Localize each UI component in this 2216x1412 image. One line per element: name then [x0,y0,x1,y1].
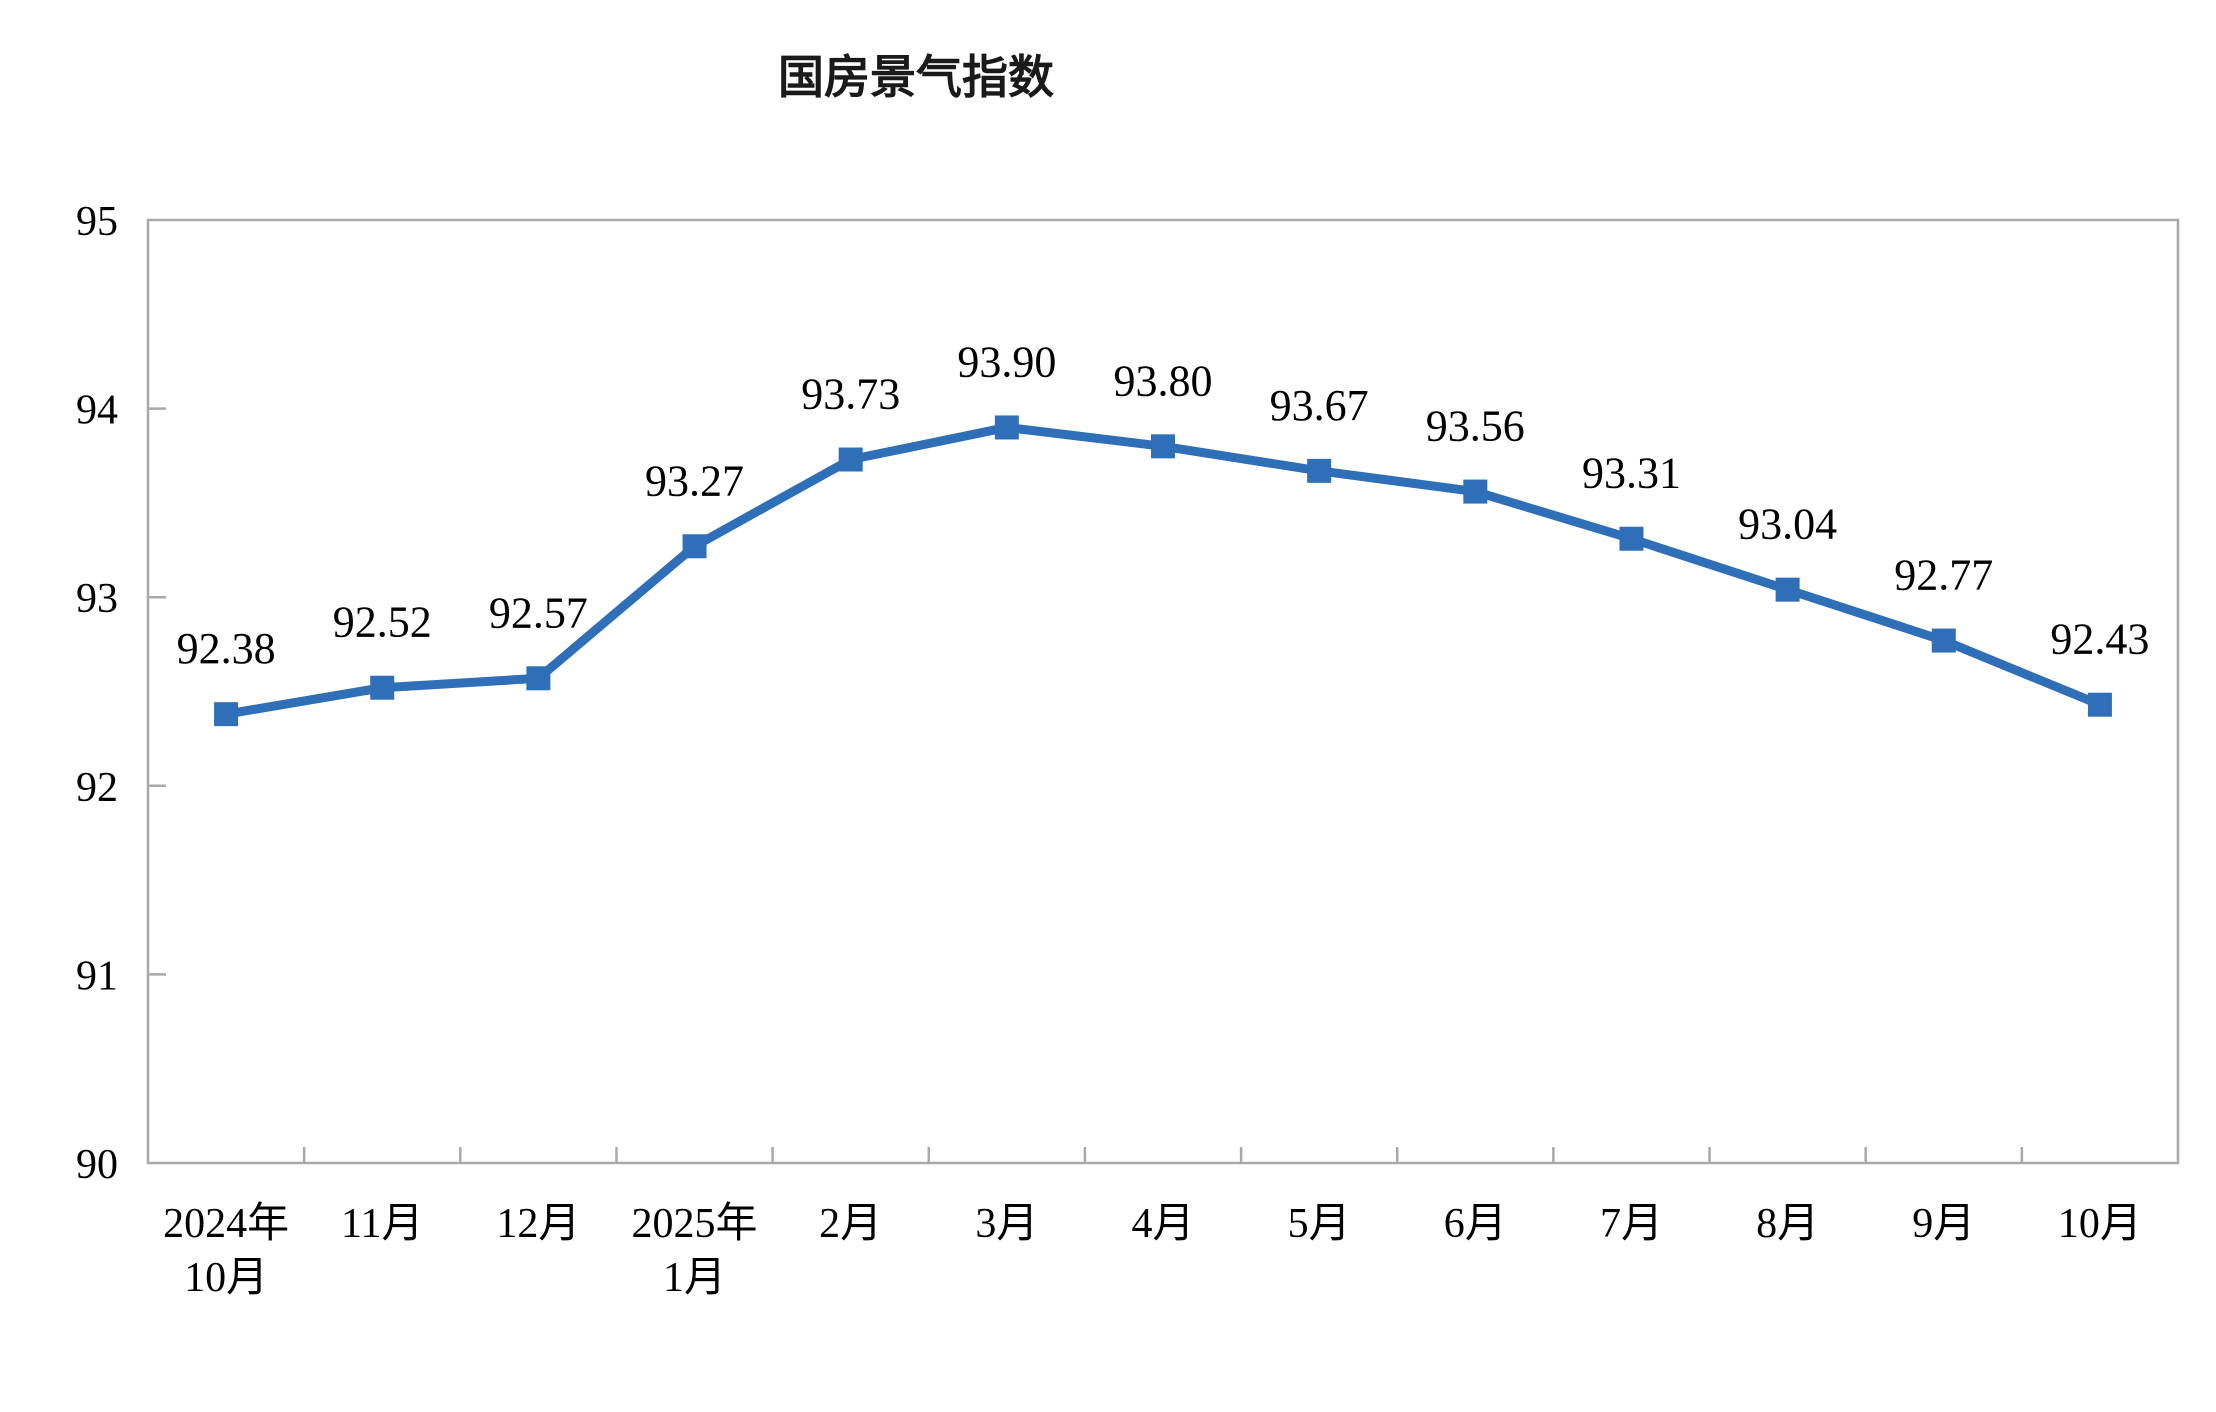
data-label: 93.67 [1270,381,1369,430]
data-label: 92.57 [489,588,588,637]
y-axis-label: 91 [76,953,118,999]
series-line [221,422,2105,719]
x-axis-label: 11月 [341,1201,423,1247]
data-point-marker [682,534,707,559]
data-label: 93.31 [1582,449,1681,498]
data-label: 92.77 [1894,551,1993,600]
data-label: 93.73 [801,370,900,419]
data-point-marker [1307,458,1332,483]
y-axis-label: 90 [76,1142,118,1188]
data-label: 93.27 [645,456,744,505]
data-point-marker [1151,434,1175,459]
x-axis-label: 10月 [2058,1201,2142,1247]
x-axis-label: 2025年 1月 [632,1200,758,1301]
data-point-marker [1931,628,1956,653]
data-point-marker [526,666,551,691]
data-point-marker [1463,479,1488,504]
y-axis-label: 94 [76,388,118,434]
data-label: 92.52 [333,598,432,647]
y-axis-label: 92 [76,765,118,811]
x-axis-label: 2月 [819,1201,882,1247]
data-point-marker [1619,526,1644,551]
x-axis-label: 4月 [1131,1201,1194,1247]
x-axis-label: 8月 [1756,1201,1819,1247]
data-point-marker [370,675,395,700]
data-label: 93.90 [957,337,1056,386]
x-axis-label: 5月 [1288,1201,1351,1247]
data-label: 92.43 [2050,615,2149,664]
x-axis-label: 2024年 10月 [163,1200,289,1301]
x-axis-label: 6月 [1444,1201,1507,1247]
data-label: 93.04 [1738,500,1837,549]
data-point-marker [2087,692,2112,717]
data-label: 93.56 [1426,402,1525,451]
data-point-marker [838,447,863,472]
plot-border [146,218,2180,1165]
data-label: 92.38 [177,624,276,673]
data-point-marker [994,415,1019,440]
y-axis-label: 95 [76,199,118,245]
data-label: 93.80 [1114,356,1213,405]
data-point-marker [214,702,239,727]
chart-title: 国房景气指数 [778,50,1054,104]
y-axis-label: 93 [76,576,118,622]
x-axis-label: 9月 [1912,1201,1975,1247]
x-axis-label: 7月 [1600,1201,1663,1247]
x-axis-label: 3月 [975,1201,1038,1247]
x-axis-label: 12月 [496,1201,580,1247]
data-point-marker [1775,577,1800,602]
